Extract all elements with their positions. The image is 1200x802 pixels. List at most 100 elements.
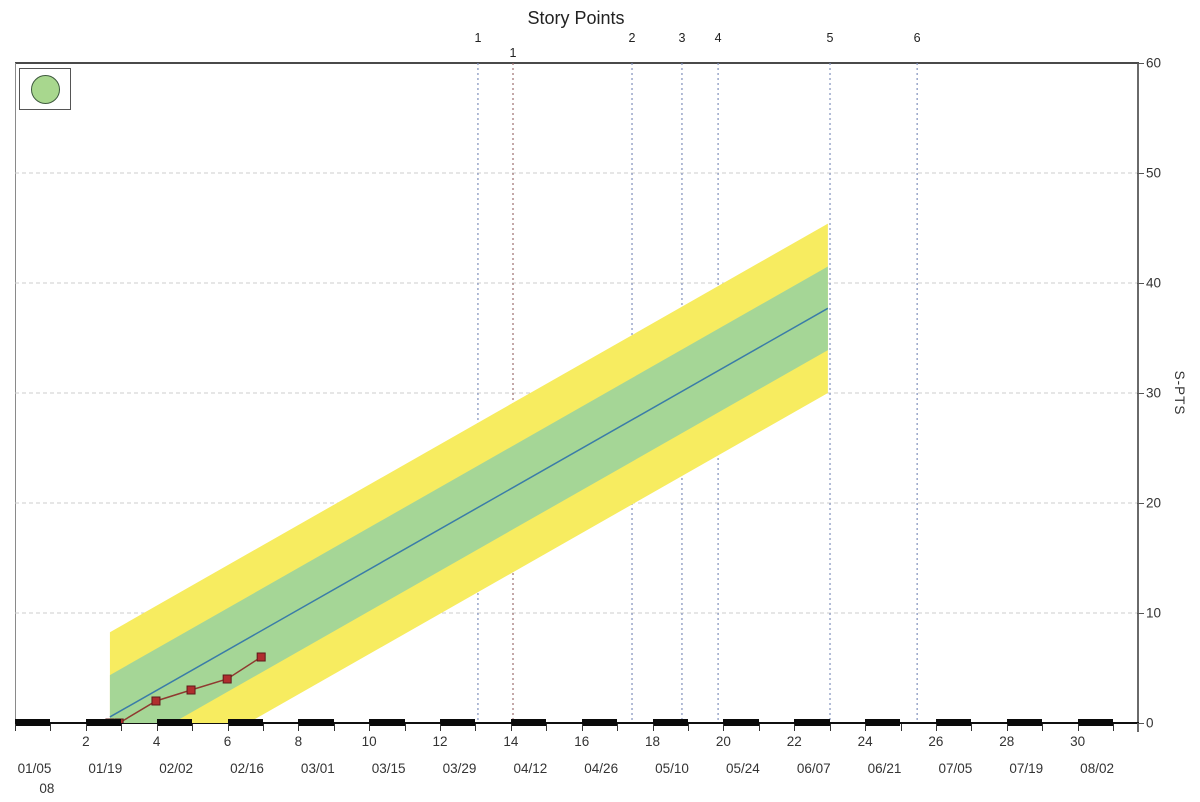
- y-tick-label-10: 10: [1146, 605, 1162, 621]
- actual-point-marker-4: [186, 685, 196, 695]
- axis-week-bar: [935, 719, 972, 726]
- axis-week-bar: [794, 719, 830, 726]
- x-tick: [1006, 724, 1008, 731]
- green-confidence-band: [109, 266, 828, 723]
- week-number-label: 8: [294, 734, 303, 749]
- week-number-label: 4: [152, 734, 161, 749]
- x-tick: [510, 724, 512, 731]
- y-tick: [1137, 723, 1144, 724]
- week-number-label: 26: [928, 734, 944, 749]
- y-tick: [1137, 283, 1144, 284]
- date-label: 06/21: [867, 761, 902, 776]
- week-number-label: 30: [1070, 734, 1086, 749]
- x-tick: [900, 724, 902, 731]
- x-tick: [723, 724, 725, 731]
- x-tick: [369, 724, 371, 731]
- date-label: 04/26: [584, 761, 619, 776]
- axis-week-bar: [652, 719, 688, 726]
- y-tick-label-20: 20: [1146, 495, 1162, 511]
- x-tick: [581, 724, 583, 731]
- axis-week-bar: [1006, 719, 1043, 726]
- x-tick: [156, 724, 158, 731]
- x-tick: [829, 724, 831, 731]
- axis-week-bar: [440, 719, 476, 726]
- week-number-label: 10: [361, 734, 377, 749]
- date-year-label: 08: [39, 781, 55, 796]
- y-tick-label-40: 40: [1146, 275, 1162, 291]
- top-sprint-label-7: 6: [913, 31, 921, 45]
- date-label: 03/15: [371, 761, 406, 776]
- y-tick: [1137, 503, 1144, 504]
- axis-week-bar: [298, 719, 334, 726]
- date-label: 08/02: [1080, 761, 1114, 776]
- actual-point-marker-3: [151, 696, 161, 706]
- x-tick: [121, 724, 123, 731]
- axis-week-bar: [510, 719, 547, 726]
- week-number-label: 24: [857, 734, 873, 749]
- axis-week-bar: [85, 719, 122, 726]
- date-label: 07/19: [1009, 761, 1044, 776]
- axis-week-bar: [227, 719, 263, 726]
- date-label: 06/07: [796, 761, 831, 776]
- top-sprint-label-3: 2: [628, 31, 636, 45]
- week-number-label: 22: [786, 734, 802, 749]
- x-tick: [192, 724, 194, 731]
- y-tick: [1137, 63, 1144, 64]
- x-axis-line: [15, 722, 1139, 724]
- date-label: 02/16: [230, 761, 264, 776]
- x-tick: [758, 724, 760, 731]
- y-tick-label-0: 0: [1146, 715, 1154, 731]
- x-tick: [475, 724, 477, 731]
- date-label: 03/29: [442, 761, 477, 776]
- x-tick: [1113, 724, 1115, 731]
- y-tick-label-30: 30: [1146, 385, 1162, 401]
- date-label: 07/05: [938, 761, 973, 776]
- axis-week-bar: [723, 719, 759, 726]
- x-tick: [298, 724, 300, 731]
- y-tick: [1137, 393, 1144, 394]
- y-tick: [1137, 613, 1144, 614]
- date-label: 05/10: [655, 761, 689, 776]
- top-sprint-label-6: 5: [826, 31, 834, 45]
- axis-week-bar: [156, 719, 193, 726]
- axis-week-bar: [1077, 719, 1113, 726]
- x-tick: [794, 724, 796, 731]
- week-number-label: 18: [645, 734, 661, 749]
- axis-week-bar: [865, 719, 901, 726]
- x-tick: [15, 724, 16, 731]
- week-number-label: 12: [432, 734, 448, 749]
- x-tick: [404, 724, 406, 731]
- week-number-label: 2: [82, 734, 90, 749]
- y-axis-title: S-PTS: [1172, 370, 1187, 416]
- axis-week-bar: [581, 719, 618, 726]
- forecast-center-line: [109, 307, 829, 718]
- week-number-label: 14: [503, 734, 519, 749]
- x-tick: [546, 724, 548, 731]
- x-tick: [262, 724, 264, 731]
- week-number-label: 6: [223, 734, 232, 749]
- actual-point-marker-6: [256, 652, 266, 662]
- plot-area: [15, 63, 1137, 723]
- x-tick: [227, 724, 229, 731]
- date-label: 02/02: [159, 761, 194, 776]
- week-number-label: 16: [574, 734, 590, 749]
- date-label: 01/05: [17, 761, 52, 776]
- top-sprint-label-2: 1: [509, 46, 517, 60]
- x-tick: [50, 724, 52, 731]
- top-sprint-label-1: 1: [474, 31, 482, 45]
- y-tick: [1137, 173, 1144, 174]
- x-tick: [971, 724, 973, 731]
- date-label: 03/01: [300, 761, 335, 776]
- x-tick: [440, 724, 442, 731]
- y-axis-line: [1137, 63, 1139, 732]
- x-tick: [85, 724, 87, 731]
- plot-top-border: [15, 62, 1139, 64]
- x-tick: [333, 724, 335, 731]
- week-number-label: 20: [715, 734, 731, 749]
- x-tick: [865, 724, 867, 731]
- date-label: 04/12: [513, 761, 548, 776]
- chart-title: Story Points: [527, 8, 625, 28]
- actual-point-marker-5: [222, 674, 232, 684]
- x-tick: [935, 724, 937, 731]
